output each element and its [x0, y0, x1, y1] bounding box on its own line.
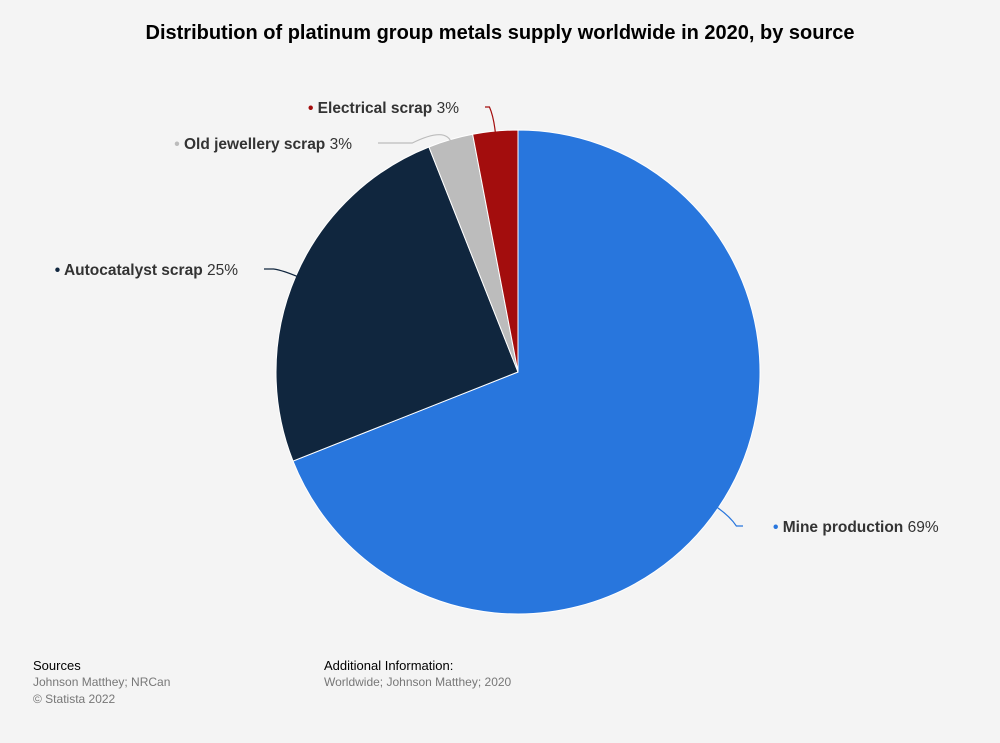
- slice-label-old-jewellery-scrap: • Old jewellery scrap 3%: [174, 136, 352, 153]
- connector-electrical-scrap: [485, 106, 497, 136]
- slice-name: Old jewellery scrap: [184, 136, 330, 153]
- slice-value: 3%: [437, 100, 460, 117]
- sources-heading: Sources: [33, 658, 81, 673]
- connector-old-jewellery-scrap: [378, 134, 453, 144]
- chart-title: Distribution of platinum group metals su…: [145, 22, 855, 44]
- slice-label-autocatalyst-scrap: • Autocatalyst scrap 25%: [55, 262, 238, 279]
- sources-block: Sources Johnson Matthey; NRCan © Statist…: [33, 657, 170, 708]
- slice-value: 25%: [207, 262, 238, 279]
- legend-bullet-icon: •: [55, 262, 64, 279]
- slice-name: Electrical scrap: [318, 100, 437, 117]
- slice-label-mine-production: • Mine production 69%: [773, 519, 939, 536]
- sources-line-1: Johnson Matthey; NRCan: [33, 675, 171, 689]
- copyright-line: © Statista 2022: [33, 692, 116, 706]
- label-connectors: [264, 106, 743, 527]
- pie-slices: [275, 129, 761, 615]
- legend-bullet-icon: •: [773, 519, 783, 536]
- slice-value: 3%: [330, 136, 353, 153]
- connector-mine-production: [714, 505, 743, 527]
- additional-info-heading: Additional Information:: [324, 658, 454, 673]
- slice-label-electrical-scrap: • Electrical scrap 3%: [308, 100, 459, 117]
- slice-name: Mine production: [783, 519, 908, 536]
- slice-labels: • Mine production 69%• Autocatalyst scra…: [55, 100, 939, 536]
- additional-info-line-1: Worldwide; Johnson Matthey; 2020: [324, 675, 512, 689]
- legend-bullet-icon: •: [308, 100, 318, 117]
- slice-value: 69%: [908, 519, 939, 536]
- legend-bullet-icon: •: [174, 136, 184, 153]
- connector-autocatalyst-scrap: [264, 268, 300, 279]
- slice-name: Autocatalyst scrap: [64, 262, 207, 279]
- additional-info-block: Additional Information: Worldwide; Johns…: [324, 657, 511, 691]
